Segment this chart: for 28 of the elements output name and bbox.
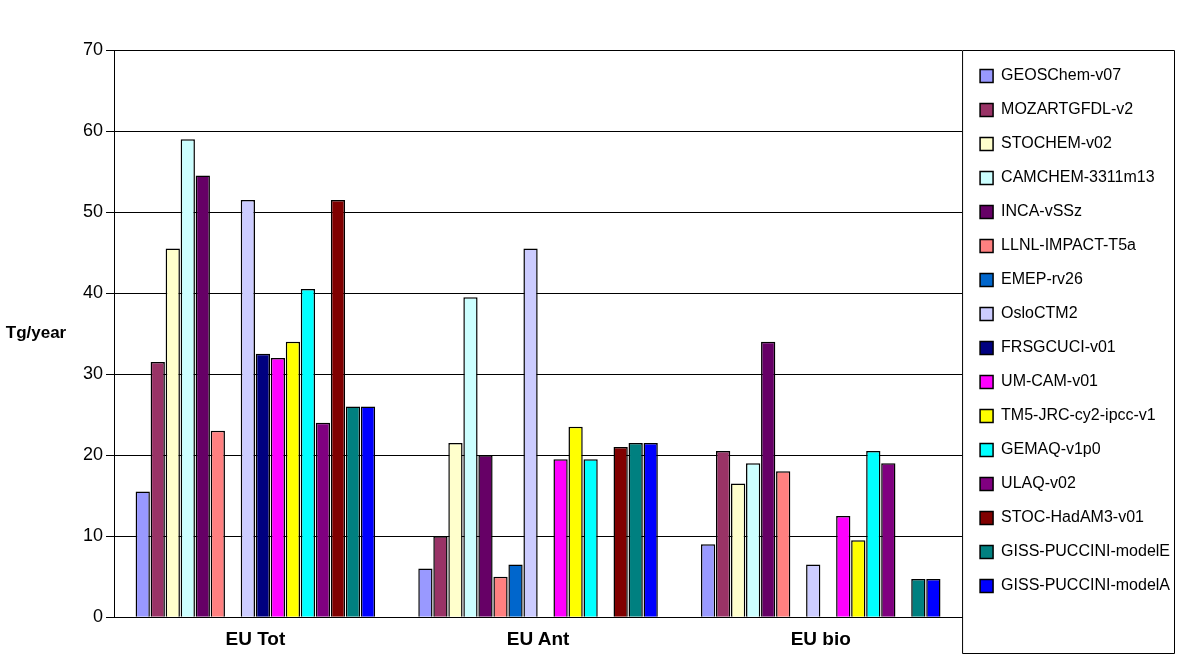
legend-label: STOCHEM-v02 (1001, 134, 1113, 152)
legend-label: LLNL-IMPACT-T5a (1001, 236, 1137, 254)
x-tick-label: EU Ant (506, 627, 571, 649)
x-tick-label: EU bio (790, 627, 851, 649)
y-tick-label: 70 (82, 38, 104, 59)
y-tick-label: 0 (93, 606, 104, 627)
legend-label: EMEP-rv26 (1001, 270, 1083, 288)
x-tick-label: EU Tot (225, 627, 286, 649)
legend-label: TM5-JRC-cy2-ipcc-v1 (1001, 406, 1156, 424)
legend-label: UM-CAM-v01 (1001, 372, 1099, 390)
y-tick-label: 20 (82, 444, 104, 465)
y-tick-label: 50 (82, 201, 104, 222)
y-axis-title: Tg/year (5, 323, 67, 343)
legend-label: INCA-vSSz (1001, 202, 1082, 220)
legend-label: STOC-HadAM3-v01 (1001, 508, 1145, 526)
legend-label: CAMCHEM-3311m13 (1001, 168, 1155, 186)
legend-label: GISS-PUCCINI-modelA (1001, 576, 1171, 594)
y-tick-label: 60 (82, 120, 104, 140)
y-tick-label: 30 (82, 363, 104, 384)
legend-label: OsloCTM2 (1001, 304, 1078, 322)
legend-label: GEOSChem-v07 (1001, 66, 1122, 84)
y-tick-label: 10 (82, 525, 104, 546)
legend-label: GISS-PUCCINI-modelE (1001, 542, 1170, 560)
legend-label: MOZARTGFDL-v2 (1001, 100, 1134, 118)
legend-label: FRSGCUCI-v01 (1001, 338, 1116, 356)
legend-label: GEMAQ-v1p0 (1001, 440, 1101, 458)
y-tick-label: 40 (82, 282, 104, 303)
legend-label: ULAQ-v02 (1001, 474, 1076, 492)
